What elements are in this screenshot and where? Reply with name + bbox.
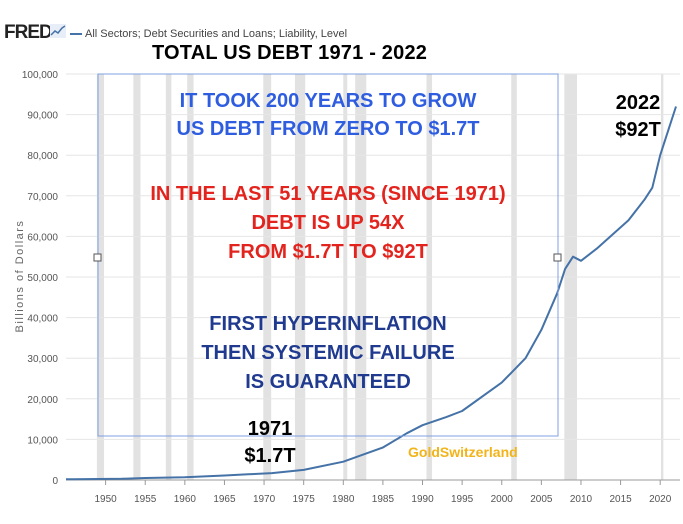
y-tick-label: 80,000 — [27, 151, 58, 162]
selection-handle-right — [553, 253, 562, 262]
x-tick-label: 1950 — [94, 494, 117, 505]
end-value-label: $92T — [615, 119, 661, 141]
x-tick-label: 1960 — [174, 494, 197, 505]
y-tick-label: 90,000 — [27, 111, 58, 122]
red-line-3: FROM $1.7T TO $92T — [228, 241, 428, 263]
end-year-label: 2022 — [615, 92, 661, 114]
blue-line-2: US DEBT FROM ZERO TO $1.7T — [176, 118, 480, 140]
y-tick-label: 100,000 — [22, 70, 59, 81]
y-tick-label: 0 — [52, 476, 58, 487]
red-line-2: DEBT IS UP 54X — [251, 212, 405, 234]
y-tick-label: 60,000 — [27, 232, 58, 243]
x-tick-label: 1985 — [372, 494, 395, 505]
fred-logo: FRED — [4, 22, 53, 43]
start-year-label: 1971 — [247, 418, 293, 440]
start-annotation: 1971 $1.7T — [232, 416, 308, 470]
x-tick-label: 1980 — [332, 494, 355, 505]
end-annotation: 2022 $92T — [600, 90, 676, 144]
x-tick-label: 2000 — [491, 494, 514, 505]
x-tick-label: 2015 — [609, 494, 632, 505]
legend-line-swatch — [70, 33, 82, 36]
series-line — [66, 106, 677, 481]
navy-line-3: IS GUARANTEED — [245, 371, 411, 393]
x-tick-label: 2005 — [530, 494, 553, 505]
navy-statement: FIRST HYPERINFLATION THEN SYSTEMIC FAILU… — [100, 310, 556, 397]
red-line-1: IN THE LAST 51 YEARS (SINCE 1971) — [150, 183, 506, 205]
y-tick-label: 40,000 — [27, 314, 58, 325]
navy-line-2: THEN SYSTEMIC FAILURE — [201, 342, 455, 364]
watermark-text: GoldSwitzerland — [408, 444, 518, 460]
y-tick-label: 20,000 — [27, 395, 58, 406]
blue-statement: IT TOOK 200 YEARS TO GROW US DEBT FROM Z… — [100, 87, 556, 143]
x-tick-label: 2020 — [649, 494, 672, 505]
start-value-label: $1.7T — [244, 445, 296, 467]
series-label-text: All Sectors; Debt Securities and Loans; … — [85, 28, 348, 40]
x-tick-label: 1995 — [451, 494, 474, 505]
y-tick-label: 70,000 — [27, 192, 58, 203]
x-tick-label: 1955 — [134, 494, 157, 505]
y-tick-label: 10,000 — [27, 435, 58, 446]
x-tick-label: 1965 — [213, 494, 236, 505]
chart-title: TOTAL US DEBT 1971 - 2022 — [152, 42, 428, 64]
navy-line-1: FIRST HYPERINFLATION — [209, 313, 447, 335]
red-statement: IN THE LAST 51 YEARS (SINCE 1971) DEBT I… — [96, 180, 560, 267]
blue-line-1: IT TOOK 200 YEARS TO GROW — [179, 90, 477, 112]
y-tick-label: 50,000 — [27, 273, 58, 284]
series-legend: All Sectors; Debt Securities and Loans; … — [70, 28, 347, 40]
x-tick-label: 1990 — [411, 494, 434, 505]
x-tick-label: 1970 — [253, 494, 276, 505]
y-tick-label: 30,000 — [27, 354, 58, 365]
selection-handle-left — [93, 253, 102, 262]
x-tick-label: 2010 — [570, 494, 593, 505]
fred-chart-icon — [50, 24, 66, 38]
x-tick-label: 1975 — [293, 494, 316, 505]
